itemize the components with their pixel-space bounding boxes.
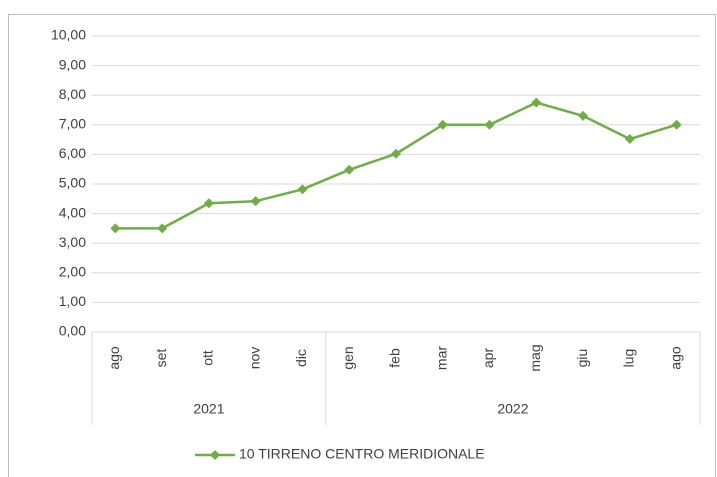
chart-border	[8, 14, 716, 477]
y-tick-label: 3,00	[59, 234, 86, 250]
x-tick-label: apr	[480, 348, 496, 369]
y-tick-label: 0,00	[59, 323, 86, 339]
y-tick-label: 5,00	[59, 175, 86, 191]
marker	[250, 196, 261, 207]
marker	[578, 110, 589, 121]
x-tick-label: set	[153, 349, 169, 368]
x-tick-label: nov	[246, 347, 262, 370]
marker	[110, 223, 121, 234]
marker	[437, 119, 448, 130]
y-tick-label: 6,00	[59, 145, 86, 161]
marker	[671, 119, 682, 130]
x-tick-label: ago	[106, 346, 122, 370]
legend-marker	[210, 450, 220, 460]
y-tick-label: 7,00	[59, 116, 86, 132]
x-tick-label: ago	[667, 346, 683, 370]
y-tick-label: 2,00	[59, 264, 86, 280]
group-label: 2022	[497, 401, 528, 417]
y-tick-label: 9,00	[59, 56, 86, 72]
marker	[531, 97, 542, 108]
marker	[157, 223, 168, 234]
marker	[624, 134, 635, 145]
y-tick-label: 4,00	[59, 204, 86, 220]
marker	[344, 164, 355, 175]
x-tick-label: feb	[387, 348, 403, 368]
marker	[297, 184, 308, 195]
marker	[203, 198, 214, 209]
y-tick-label: 8,00	[59, 86, 86, 102]
x-tick-label: mar	[433, 346, 449, 370]
x-tick-label: lug	[621, 349, 637, 368]
x-tick-label: gen	[340, 346, 356, 369]
x-tick-label: ott	[200, 350, 216, 366]
marker	[391, 148, 401, 159]
y-tick-label: 10,00	[51, 27, 86, 43]
x-tick-label: dic	[293, 349, 309, 367]
x-tick-label: giu	[574, 349, 590, 368]
x-tick-label: mag	[527, 344, 543, 371]
group-label: 2021	[193, 401, 224, 417]
legend-label: 10 TIRRENO CENTRO MERIDIONALE	[239, 446, 485, 462]
y-tick-label: 1,00	[59, 293, 86, 309]
marker	[484, 119, 495, 130]
